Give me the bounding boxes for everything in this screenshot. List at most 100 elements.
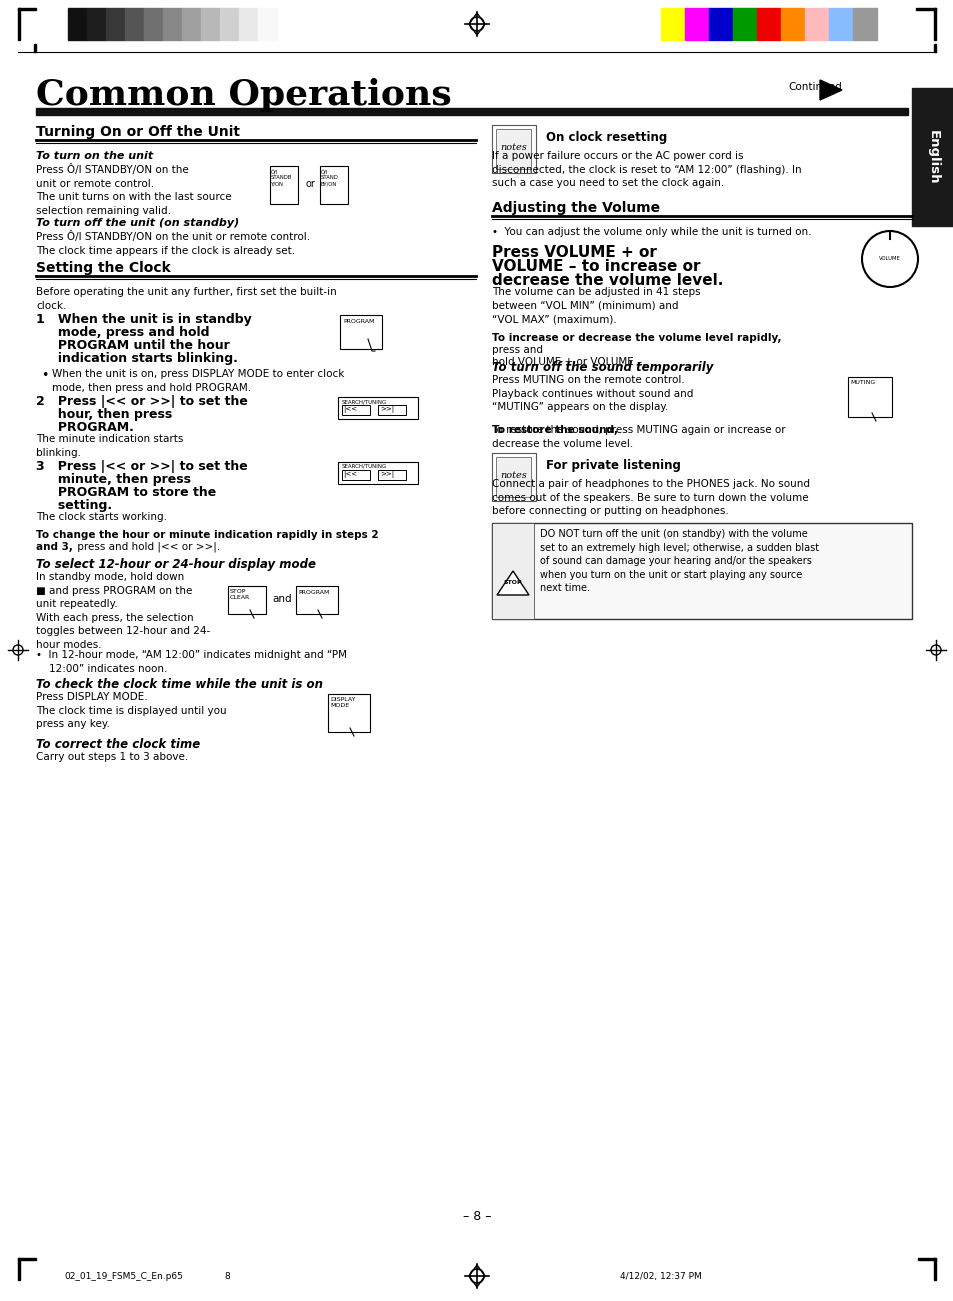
Text: PROGRAM: PROGRAM	[297, 589, 329, 595]
Text: Press Ô/I STANDBY/ON on the
unit or remote control.
The unit turns on with the l: Press Ô/I STANDBY/ON on the unit or remo…	[36, 164, 232, 216]
Text: decrease the volume level.: decrease the volume level.	[492, 273, 722, 288]
Text: 1   When the unit is in standby: 1 When the unit is in standby	[36, 314, 252, 327]
Text: indication starts blinking.: indication starts blinking.	[36, 353, 237, 366]
Text: |<<: |<<	[343, 406, 356, 412]
Text: minute, then press: minute, then press	[36, 474, 191, 487]
Text: To turn on the unit: To turn on the unit	[36, 151, 153, 161]
Text: >>|: >>|	[379, 471, 394, 477]
Bar	[496, 457, 531, 497]
Text: >>|: >>|	[379, 406, 394, 412]
Bar	[319, 167, 348, 204]
Bar	[328, 693, 370, 732]
Text: The minute indication starts
blinking.: The minute indication starts blinking.	[36, 435, 183, 458]
Text: To turn off the unit (on standby): To turn off the unit (on standby)	[36, 219, 239, 228]
Text: Turning On or Off the Unit: Turning On or Off the Unit	[36, 125, 240, 139]
Bar	[106, 8, 125, 40]
Text: Press Ô/I STANDBY/ON on the unit or remote control.
The clock time appears if th: Press Ô/I STANDBY/ON on the unit or remo…	[36, 232, 310, 255]
Bar	[708, 8, 732, 40]
Bar	[144, 8, 163, 40]
Text: PROGRAM until the hour: PROGRAM until the hour	[36, 340, 230, 353]
Text: Continued: Continued	[787, 82, 841, 92]
Bar	[492, 523, 911, 619]
Text: PROGRAM: PROGRAM	[343, 319, 374, 324]
Text: PROGRAM to store the: PROGRAM to store the	[36, 487, 216, 500]
Text: press and
hold VOLUME + or VOLUME –.: press and hold VOLUME + or VOLUME –.	[492, 345, 645, 367]
Bar	[492, 125, 536, 173]
Text: DO NOT turn off the unit (on standby) with the volume
set to an extremely high l: DO NOT turn off the unit (on standby) wi…	[539, 530, 819, 593]
Text: setting.: setting.	[36, 500, 112, 513]
Bar	[270, 167, 297, 204]
Text: If a power failure occurs or the AC power cord is
disconnected, the clock is res: If a power failure occurs or the AC powe…	[492, 151, 801, 189]
Bar	[18, 1258, 20, 1280]
Text: When the unit is on, press DISPLAY MODE to enter clock
mode, then press and hold: When the unit is on, press DISPLAY MODE …	[52, 369, 344, 393]
Text: Press VOLUME + or: Press VOLUME + or	[492, 245, 657, 260]
Text: and: and	[272, 595, 292, 604]
Bar	[781, 8, 804, 40]
Text: hour, then press: hour, then press	[36, 409, 172, 422]
Bar	[757, 8, 781, 40]
Bar	[492, 453, 536, 501]
Text: •  In 12-hour mode, “AM 12:00” indicates midnight and “PM
    12:00” indicates n: • In 12-hour mode, “AM 12:00” indicates …	[36, 650, 347, 674]
Bar	[257, 8, 276, 40]
Text: 02_01_19_FSM5_C_En.p65: 02_01_19_FSM5_C_En.p65	[64, 1272, 183, 1281]
Bar	[295, 585, 337, 614]
Text: On clock resetting: On clock resetting	[545, 131, 666, 144]
Text: VOLUME: VOLUME	[879, 256, 900, 262]
Bar	[201, 8, 220, 40]
Bar	[377, 405, 406, 415]
Text: Carry out steps 1 to 3 above.: Carry out steps 1 to 3 above.	[36, 752, 188, 762]
Text: MUTING: MUTING	[849, 380, 874, 385]
Text: To restore the sound, press MUTING again or increase or
decrease the volume leve: To restore the sound, press MUTING again…	[492, 425, 785, 449]
Bar	[339, 315, 381, 349]
Text: and 3,: and 3,	[36, 543, 72, 552]
Bar	[239, 8, 257, 40]
Bar	[377, 470, 406, 480]
Text: Ô/I
STANDB
Y/ON: Ô/I STANDB Y/ON	[271, 169, 292, 186]
Text: Before operating the unit any further, first set the built-in
clock.: Before operating the unit any further, f…	[36, 288, 336, 311]
Polygon shape	[497, 571, 529, 595]
Text: 4/12/02, 12:37 PM: 4/12/02, 12:37 PM	[619, 1272, 701, 1281]
Bar	[847, 377, 891, 418]
Text: To check the clock time while the unit is on: To check the clock time while the unit i…	[36, 678, 323, 691]
Text: STOP
CLEAR: STOP CLEAR	[230, 589, 250, 600]
Text: To change the hour or minute indication rapidly in steps 2: To change the hour or minute indication …	[36, 530, 378, 540]
Text: SEARCH/TUNING: SEARCH/TUNING	[341, 399, 387, 405]
Bar	[182, 8, 201, 40]
Text: To restore the sound,: To restore the sound,	[492, 425, 618, 435]
Text: Press DISPLAY MODE.
The clock time is displayed until you
press any key.: Press DISPLAY MODE. The clock time is di…	[36, 692, 227, 729]
Bar	[341, 470, 370, 480]
Text: – 8 –: – 8 –	[462, 1210, 491, 1223]
Text: Ô/I
STAND
BY/ON: Ô/I STAND BY/ON	[320, 169, 338, 186]
Bar	[684, 8, 708, 40]
Polygon shape	[820, 79, 841, 100]
Text: Setting the Clock: Setting the Clock	[36, 262, 171, 275]
Text: To turn off the sound temporarily: To turn off the sound temporarily	[492, 360, 713, 373]
Text: STOP: STOP	[503, 580, 521, 585]
Bar	[852, 8, 876, 40]
Text: 3   Press |<< or >>| to set the: 3 Press |<< or >>| to set the	[36, 461, 248, 474]
Text: To increase or decrease the volume level rapidly,: To increase or decrease the volume level…	[492, 333, 781, 343]
Bar	[163, 8, 182, 40]
Bar	[18, 8, 20, 40]
Bar	[496, 129, 531, 169]
Text: To select 12-hour or 24-hour display mode: To select 12-hour or 24-hour display mod…	[36, 558, 315, 571]
Bar	[804, 8, 828, 40]
Bar	[125, 8, 144, 40]
Text: press and hold |<< or >>|.: press and hold |<< or >>|.	[74, 543, 220, 553]
Text: Press MUTING on the remote control.
Playback continues without sound and
“MUTING: Press MUTING on the remote control. Play…	[492, 375, 693, 412]
Bar	[18, 8, 36, 10]
Bar	[68, 8, 87, 40]
Bar	[660, 8, 684, 40]
Text: 2   Press |<< or >>| to set the: 2 Press |<< or >>| to set the	[36, 396, 248, 409]
Bar	[87, 8, 106, 40]
Bar	[911, 88, 953, 226]
Bar	[220, 8, 239, 40]
Bar	[492, 523, 534, 619]
Text: Adjusting the Volume: Adjusting the Volume	[492, 200, 659, 215]
Text: PROGRAM.: PROGRAM.	[36, 422, 133, 435]
Bar	[933, 1258, 935, 1280]
Text: To correct the clock time: To correct the clock time	[36, 738, 200, 751]
Text: SEARCH/TUNING: SEARCH/TUNING	[341, 464, 387, 468]
Text: For private listening: For private listening	[545, 459, 680, 472]
Text: mode, press and hold: mode, press and hold	[36, 327, 210, 340]
